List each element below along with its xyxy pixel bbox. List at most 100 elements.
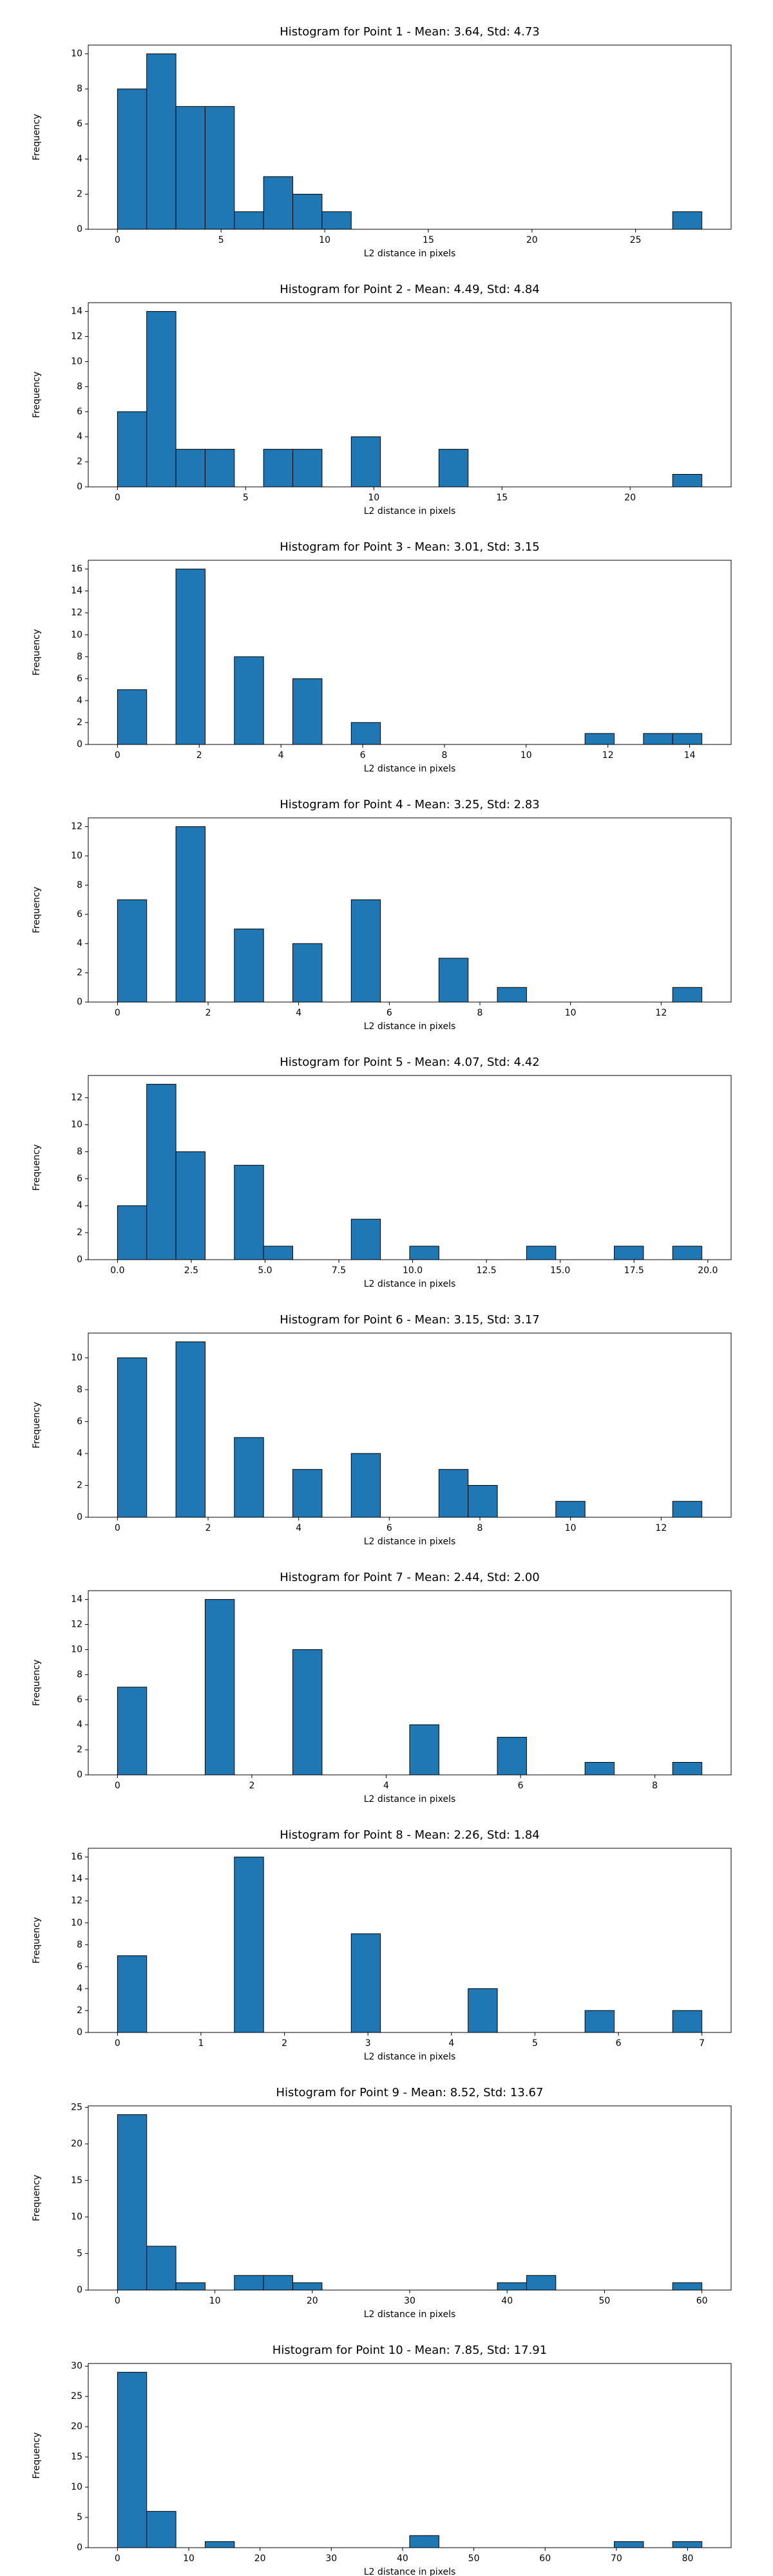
bar — [175, 2282, 205, 2291]
x-axis-label: L2 distance in pixels — [364, 2052, 456, 2062]
y-tick-label: 0 — [77, 2543, 82, 2553]
bar — [468, 1484, 498, 1518]
x-tick-label: 12 — [655, 1523, 667, 1533]
chart: Histogram for Point 1 - Mean: 3.64, Std:… — [32, 25, 732, 259]
x-tick-label: 30 — [325, 2553, 337, 2564]
y-tick-label: 8 — [77, 1669, 82, 1680]
x-axis-label: L2 distance in pixels — [364, 1537, 456, 1547]
x-tick-label: 2 — [282, 2038, 287, 2049]
x-tick-label: 8 — [652, 1781, 658, 1791]
bar — [234, 1857, 264, 2033]
x-tick-label: 60 — [539, 2553, 551, 2564]
chart: Histogram for Point 2 - Mean: 4.49, Std:… — [32, 283, 732, 516]
y-tick-label: 15 — [71, 2175, 82, 2186]
bar — [204, 106, 235, 230]
bar — [614, 1245, 644, 1260]
bar — [672, 474, 703, 488]
x-tick-label: 40 — [397, 2553, 408, 2564]
x-axis-label: L2 distance in pixels — [364, 1279, 456, 1289]
axes-frame — [88, 2363, 732, 2548]
axes-frame — [88, 1590, 732, 1776]
y-tick-label: 12 — [71, 1093, 82, 1103]
x-tick-label: 10.0 — [403, 1265, 423, 1276]
bar — [146, 53, 177, 230]
x-tick-label: 10 — [319, 235, 330, 245]
y-tick-label: 10 — [71, 1119, 82, 1130]
bar — [204, 2541, 235, 2548]
bar — [584, 2010, 615, 2033]
x-tick-label: 25 — [630, 235, 642, 245]
x-tick-label: 7.5 — [332, 1265, 346, 1276]
y-tick-label: 6 — [77, 119, 82, 129]
axes-frame — [88, 1332, 732, 1518]
y-tick-label: 8 — [77, 1146, 82, 1157]
bar — [643, 733, 673, 745]
bar — [438, 449, 469, 488]
x-tick-label: 6 — [360, 750, 366, 761]
x-tick-label: 17.5 — [624, 1265, 644, 1276]
y-tick-label: 4 — [77, 154, 82, 164]
bar — [672, 1762, 703, 1776]
y-axis-label: Frequency — [32, 1917, 42, 1964]
x-axis-label: L2 distance in pixels — [364, 1794, 456, 1804]
x-tick-label: 20 — [526, 235, 538, 245]
x-tick-label: 40 — [501, 2296, 513, 2306]
x-tick-label: 10 — [565, 1008, 577, 1018]
bar — [263, 2275, 294, 2291]
x-tick-label: 10 — [520, 750, 532, 761]
chart: Histogram for Point 7 - Mean: 2.44, Std:… — [32, 1571, 732, 1804]
x-tick-label: 4 — [296, 1523, 301, 1533]
bar — [175, 569, 205, 745]
y-tick-label: 2 — [77, 717, 82, 728]
y-tick-label: 10 — [71, 630, 82, 640]
chart: Histogram for Point 8 - Mean: 2.26, Std:… — [32, 1828, 732, 2062]
bar — [146, 1084, 177, 1260]
bar — [263, 176, 294, 230]
y-tick-label: 4 — [77, 1448, 82, 1459]
bar — [614, 2541, 644, 2548]
x-tick-label: 5 — [532, 2038, 538, 2049]
axes-frame — [88, 302, 732, 488]
axes-frame — [88, 1075, 732, 1260]
bar — [292, 1469, 323, 1518]
bar — [438, 958, 469, 1003]
y-tick-label: 4 — [77, 431, 82, 442]
x-tick-label: 20 — [254, 2553, 266, 2564]
y-tick-label: 12 — [71, 1896, 82, 1906]
chart-title: Histogram for Point 4 - Mean: 3.25, Std:… — [280, 798, 540, 811]
bar — [117, 1205, 148, 1260]
y-tick-label: 2 — [77, 1227, 82, 1238]
bar — [117, 1357, 148, 1518]
y-tick-label: 30 — [71, 2361, 82, 2371]
x-tick-label: 8 — [441, 750, 447, 761]
bar — [672, 733, 703, 745]
x-tick-label: 0 — [115, 493, 120, 503]
chart-title: Histogram for Point 3 - Mean: 3.01, Std:… — [280, 540, 540, 554]
bar — [175, 1151, 205, 1260]
x-tick-label: 20.0 — [698, 1265, 718, 1276]
x-tick-label: 0 — [115, 750, 120, 761]
x-tick-label: 12.5 — [477, 1265, 497, 1276]
y-axis-label: Frequency — [32, 1660, 42, 1706]
y-tick-label: 6 — [77, 1173, 82, 1184]
x-tick-label: 3 — [365, 2038, 371, 2049]
y-tick-label: 12 — [71, 1620, 82, 1630]
x-tick-label: 5 — [218, 235, 224, 245]
y-tick-label: 8 — [77, 84, 82, 94]
y-tick-label: 6 — [77, 1962, 82, 1972]
y-tick-label: 0 — [77, 1512, 82, 1522]
x-axis-label: L2 distance in pixels — [364, 1021, 456, 1032]
y-tick-label: 0 — [77, 2027, 82, 2038]
x-tick-label: 10 — [565, 1523, 577, 1533]
x-tick-label: 6 — [616, 2038, 622, 2049]
bar — [292, 449, 323, 488]
x-tick-label: 60 — [696, 2296, 708, 2306]
y-tick-label: 0 — [77, 2285, 82, 2295]
y-tick-label: 14 — [71, 307, 82, 317]
x-tick-label: 20 — [624, 493, 636, 503]
y-tick-label: 5 — [77, 2248, 82, 2259]
y-tick-label: 6 — [77, 406, 82, 417]
y-axis-label: Frequency — [32, 1144, 42, 1191]
bar — [146, 311, 177, 488]
